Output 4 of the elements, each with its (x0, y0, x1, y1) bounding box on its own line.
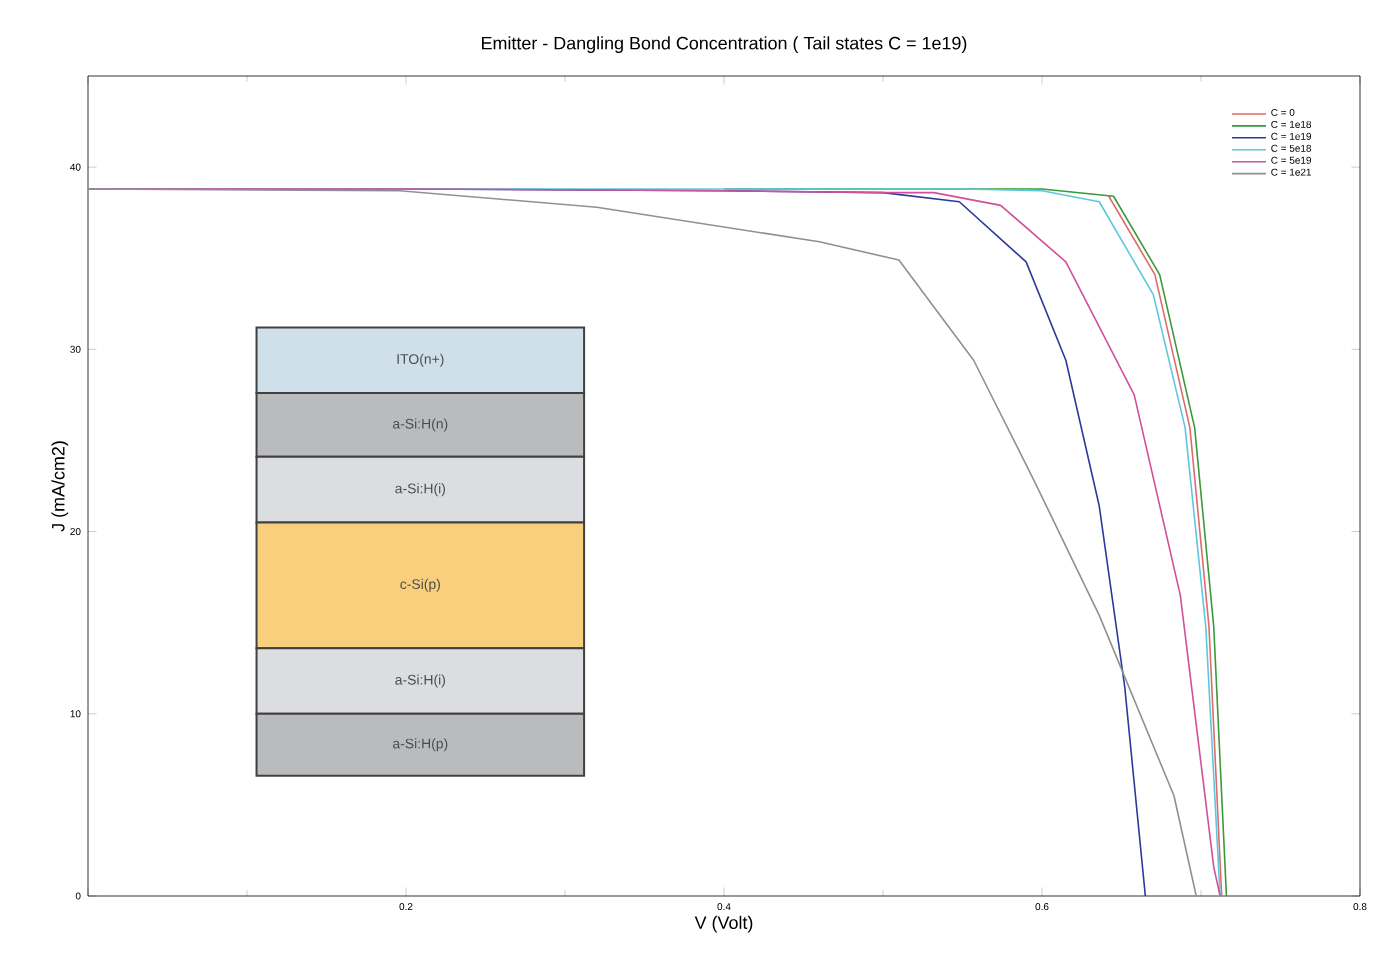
chart-title: Emitter - Dangling Bond Concentration ( Tail states C = 1e19) (482, 36, 967, 54)
x-axis-title: V (Volt) (694, 915, 753, 933)
line-series (1107, 195, 1223, 896)
y-axis-title: J (mA/cm2) (51, 441, 69, 532)
